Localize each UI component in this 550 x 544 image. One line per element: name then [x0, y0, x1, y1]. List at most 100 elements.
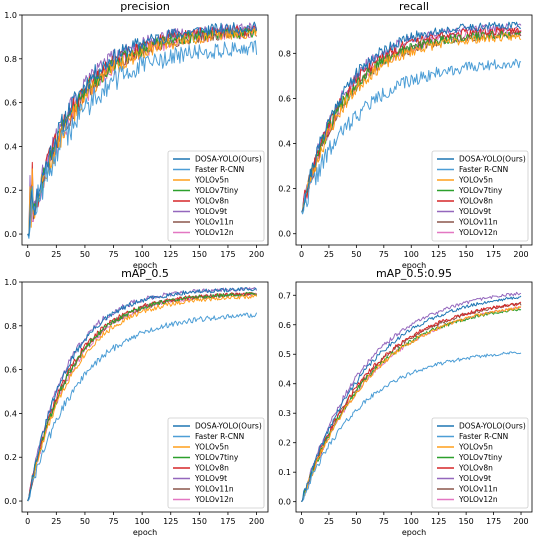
x-tick-label: 175 [486, 250, 501, 259]
legend-label: YOLOv5n [458, 176, 493, 185]
y-tick-label: 0.5 [278, 350, 291, 359]
legend-label: YOLOv8n [194, 197, 229, 206]
y-tick-label: 0.0 [4, 497, 17, 506]
x-tick-label: 175 [220, 517, 235, 526]
chart-panel-1: precision 0 25 50 75 100 125 150 175 200 0.0 0.2 0.4… [4, 0, 269, 270]
chart-panel-4: mAP_0.5:0.95 0 25 50 75 100 125 150 175 200 0.0 0.1… [278, 267, 533, 537]
legend-label: YOLOv9t [194, 207, 227, 216]
series-line-yolov5n [301, 306, 522, 503]
chart-title: mAP_0.5:0.95 [376, 267, 452, 280]
y-tick-label: 0.4 [4, 142, 17, 151]
y-tick-label: 0.8 [278, 49, 291, 58]
x-tick-label: 200 [249, 250, 264, 259]
legend-label: Faster R-CNN [459, 432, 508, 441]
y-tick-label: 0.1 [278, 468, 291, 477]
legend-label: YOLOv9t [458, 474, 491, 483]
series-line-dosa-yolo-ours [301, 21, 521, 212]
y-tick-label: 0.4 [278, 140, 291, 149]
legend-label: YOLOv8n [458, 197, 493, 206]
x-tick-label: 100 [404, 517, 419, 526]
x-tick-label: 75 [379, 517, 389, 526]
x-tick-label: 150 [458, 517, 473, 526]
plot-frame [295, 281, 533, 513]
series-lines [27, 287, 258, 502]
legend-label: YOLOv12n [194, 495, 234, 504]
y-tick-label: 0.0 [278, 498, 291, 507]
legend-label: YOLOv8n [458, 464, 493, 473]
series-line-dosa-yolo-ours [27, 287, 257, 502]
x-tick-label: 100 [404, 250, 419, 259]
legend-label: DOSA-YOLO(Ours) [195, 422, 262, 431]
legend-box [167, 417, 265, 509]
x-axis-label: epoch [402, 261, 426, 270]
legend-box [167, 150, 265, 242]
series-lines [301, 291, 522, 503]
legend: DOSA-YOLO(Ours)Faster R-CNN YOLOv5nYOLOv7… [431, 150, 529, 242]
series-line-yolov5n [301, 33, 522, 213]
y-tick-label: 0.4 [278, 380, 291, 389]
legend: DOSA-YOLO(Ours)Faster R-CNN YOLOv5nYOLOv7… [167, 150, 265, 242]
x-tick-label: 150 [192, 250, 207, 259]
legend-label: YOLOv9t [458, 207, 491, 216]
y-tick-label: 0.6 [278, 321, 291, 330]
legend-label: YOLOv11n [194, 218, 234, 227]
legend: DOSA-YOLO(Ours)Faster R-CNN YOLOv5nYOLOv7… [431, 417, 529, 509]
chart-title: precision [120, 0, 170, 13]
legend-label: YOLOv7tiny [458, 186, 503, 195]
x-tick-label: 125 [431, 517, 446, 526]
y-tick-label: 0.0 [278, 230, 291, 239]
x-tick-label: 25 [324, 250, 334, 259]
x-axis-label: epoch [133, 528, 157, 537]
chart-panel-3: mAP_0.5 0 25 50 75 100 125 150 175 200 0.0 0.2 0.4 0.… [4, 267, 269, 537]
y-tick-label: 1.0 [4, 278, 17, 287]
legend-label: YOLOv11n [194, 485, 234, 494]
x-tick-label: 175 [220, 250, 235, 259]
y-tick-label: 0.8 [4, 322, 17, 331]
x-tick-label: 150 [192, 517, 207, 526]
y-tick-label: 0.3 [278, 409, 291, 418]
y-tick-label: 0.2 [4, 186, 17, 195]
x-tick-label: 50 [80, 250, 90, 259]
x-tick-label: 0 [25, 517, 30, 526]
x-tick-label: 125 [163, 250, 178, 259]
x-tick-label: 150 [458, 250, 473, 259]
y-tick-label: 0.4 [4, 409, 17, 418]
series-line-yolov11n [301, 30, 522, 212]
x-axis-label: epoch [402, 528, 426, 537]
legend-label: YOLOv11n [458, 485, 498, 494]
y-tick-label: 0.8 [4, 55, 17, 64]
y-tick-label: 0.2 [278, 439, 291, 448]
legend-label: Faster R-CNN [195, 432, 244, 441]
legend-label: YOLOv7tiny [194, 186, 239, 195]
x-tick-label: 75 [379, 250, 389, 259]
series-line-yolov5n [27, 294, 258, 502]
y-tick-label: 0.0 [4, 230, 17, 239]
series-line-faster-r-cnn [27, 40, 258, 239]
legend-label: YOLOv5n [194, 443, 229, 452]
legend-label: YOLOv12n [194, 228, 234, 237]
y-tick-label: 0.2 [4, 453, 17, 462]
x-tick-label: 175 [486, 517, 501, 526]
y-tick-label: 1.0 [4, 11, 17, 20]
legend: DOSA-YOLO(Ours)Faster R-CNN YOLOv5nYOLOv7… [167, 417, 265, 509]
series-lines [27, 21, 258, 239]
legend-label: YOLOv12n [458, 495, 498, 504]
series-line-dosa-yolo-ours [301, 295, 522, 502]
x-tick-label: 100 [134, 517, 149, 526]
chart-panel-2: recall 0 25 50 75 100 125 150 175 200 0.0 0.2 0.4 0.6… [278, 0, 533, 270]
series-line-faster-r-cnn [301, 351, 522, 503]
y-tick-label: 0.7 [278, 291, 291, 300]
legend-label: DOSA-YOLO(Ours) [195, 155, 262, 164]
chart-title: mAP_0.5 [121, 267, 169, 280]
y-tick-label: 0.6 [4, 366, 17, 375]
plot-frame [21, 14, 269, 246]
legend-label: YOLOv8n [194, 464, 229, 473]
series-lines [301, 21, 522, 215]
legend-label: YOLOv11n [458, 218, 498, 227]
x-tick-label: 100 [134, 250, 149, 259]
series-line-yolov9t [301, 291, 522, 502]
x-tick-label: 75 [108, 250, 118, 259]
chart-title: recall [399, 0, 429, 13]
x-tick-label: 0 [25, 250, 30, 259]
